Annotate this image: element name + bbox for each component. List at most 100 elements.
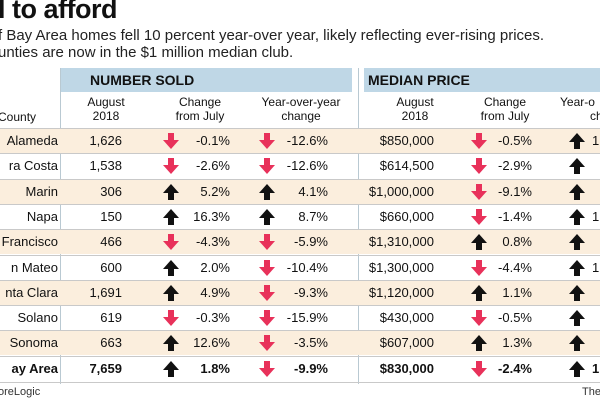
price-yoy-value: 1 — [592, 360, 600, 376]
down-arrow-icon — [163, 158, 179, 175]
price-change-value: -4.4% — [498, 259, 532, 275]
sold-change-value: 16.3% — [193, 208, 230, 224]
price-value: $850,000 — [379, 133, 434, 148]
up-arrow-icon — [471, 284, 487, 301]
price-value: $660,000 — [379, 208, 434, 224]
price-yoy-value: 1 — [592, 259, 600, 275]
section-divider — [358, 68, 359, 384]
down-arrow-icon — [471, 158, 487, 175]
header-rule — [0, 128, 600, 129]
sold-value: 663 — [100, 335, 122, 351]
up-arrow-icon — [259, 208, 275, 225]
header-line: 2018 — [401, 109, 429, 123]
down-arrow-icon — [163, 234, 179, 251]
table-row: Alameda 1,626 -0.1% -12.6% $850,000 -0.5% 1 — [0, 129, 600, 153]
county-name: Sonoma — [9, 335, 58, 351]
sold-value: 619 — [100, 310, 122, 326]
down-arrow-icon — [471, 259, 487, 276]
sold-change-value: -0.1% — [196, 133, 230, 148]
sold-yoy-value: -12.6% — [286, 158, 328, 174]
up-arrow-icon — [471, 335, 487, 352]
sold-yoy-value: -12.6% — [286, 133, 328, 148]
county-name: ra Costa — [8, 158, 58, 174]
row-divider — [0, 229, 600, 231]
down-arrow-icon — [471, 183, 487, 200]
table-row: Sonoma 663 12.6% -3.5% $607,000 1.3% — [0, 331, 600, 356]
up-arrow-icon — [569, 310, 585, 327]
sold-yoy-value: -9.9% — [294, 360, 328, 376]
up-arrow-icon — [163, 259, 179, 276]
county-name: Alameda — [6, 133, 58, 148]
median-price-header: MEDIAN PRICE — [364, 68, 600, 92]
down-arrow-icon — [163, 310, 179, 327]
up-arrow-icon — [569, 360, 585, 377]
down-arrow-icon — [259, 335, 275, 352]
row-divider — [0, 203, 600, 205]
row-divider — [0, 305, 600, 307]
table-row: n Mateo 600 2.0% -10.4% $1,300,000 -4.4% 1 — [0, 256, 600, 280]
price-value: $614,500 — [379, 158, 434, 174]
price-value: $830,000 — [379, 360, 434, 376]
table-row: nta Clara 1,691 4.9% -9.3% $1,120,000 1.1% — [0, 280, 600, 305]
sold-yoy-value: -5.9% — [294, 234, 328, 250]
sold-yoy-value: 4.1% — [298, 183, 328, 199]
up-arrow-icon — [471, 234, 487, 251]
county-name: Francisco — [1, 234, 58, 250]
price-change-value: -1.4% — [498, 208, 532, 224]
county-header: County — [0, 110, 37, 124]
sold-value: 1,626 — [89, 133, 122, 148]
sold-value: 7,659 — [89, 360, 122, 376]
up-arrow-icon — [163, 335, 179, 352]
table-row: Francisco 466 -4.3% -5.9% $1,310,000 0.8% — [0, 230, 600, 255]
up-arrow-icon — [569, 183, 585, 200]
row-divider — [0, 178, 600, 180]
header-line: change — [281, 109, 321, 123]
row-divider — [0, 330, 600, 332]
county-name: Marin — [25, 183, 58, 199]
header-line: Year-o — [560, 95, 595, 109]
header-line: August — [396, 95, 434, 109]
price-change-value: 1.1% — [502, 284, 532, 300]
median-price-label: MEDIAN PRICE — [368, 72, 470, 88]
price-value: $1,300,000 — [368, 259, 434, 275]
county-name: n Mateo — [11, 259, 58, 275]
table-row: Solano 619 -0.3% -15.9% $430,000 -0.5% — [0, 306, 600, 330]
down-arrow-icon — [259, 360, 275, 377]
county-name: ay Area — [11, 360, 59, 376]
county-name: nta Clara — [5, 284, 58, 300]
down-arrow-icon — [471, 360, 487, 377]
price-value: $1,000,000 — [368, 183, 434, 199]
number-sold-label: NUMBER SOLD — [90, 72, 195, 88]
sold-change-value: -4.3% — [196, 234, 230, 250]
county-name: Solano — [17, 310, 58, 326]
price-yoy-value: 1 — [592, 133, 600, 148]
up-arrow-icon — [569, 259, 585, 276]
header-line: August — [87, 95, 125, 109]
sold-value: 1,538 — [89, 158, 122, 174]
price-change-value: -2.4% — [498, 360, 532, 376]
table-bottom-rule — [0, 382, 600, 383]
credit-note: The — [582, 386, 600, 398]
number-sold-header: NUMBER SOLD — [60, 68, 352, 92]
price-yoy-value: 1 — [592, 208, 600, 224]
sold-yoy-value: -9.3% — [294, 284, 328, 300]
price-change-value: -0.5% — [498, 133, 532, 148]
header-line: ch — [590, 109, 600, 123]
header-line: from July — [480, 109, 530, 123]
price-value: $607,000 — [379, 335, 434, 351]
table-row: Napa 150 16.3% 8.7% $660,000 -1.4% 1 — [0, 205, 600, 229]
price-change-value: 1.3% — [502, 335, 532, 351]
row-divider — [0, 279, 600, 281]
sold-yoy-value: -10.4% — [286, 259, 328, 275]
down-arrow-icon — [471, 133, 487, 149]
row-divider — [0, 254, 600, 256]
up-arrow-icon — [163, 183, 179, 200]
sold-change-value: 4.9% — [200, 284, 230, 300]
sold-yoy-header: Year-over-year change — [248, 95, 354, 123]
sold-change-value: -2.6% — [196, 158, 230, 174]
sold-august-header: August 2018 — [76, 95, 136, 123]
source-note: oreLogic — [0, 386, 41, 398]
price-change-value: -9.1% — [498, 183, 532, 199]
sold-change-value: 5.2% — [200, 183, 230, 199]
header-line: Change — [483, 95, 527, 109]
